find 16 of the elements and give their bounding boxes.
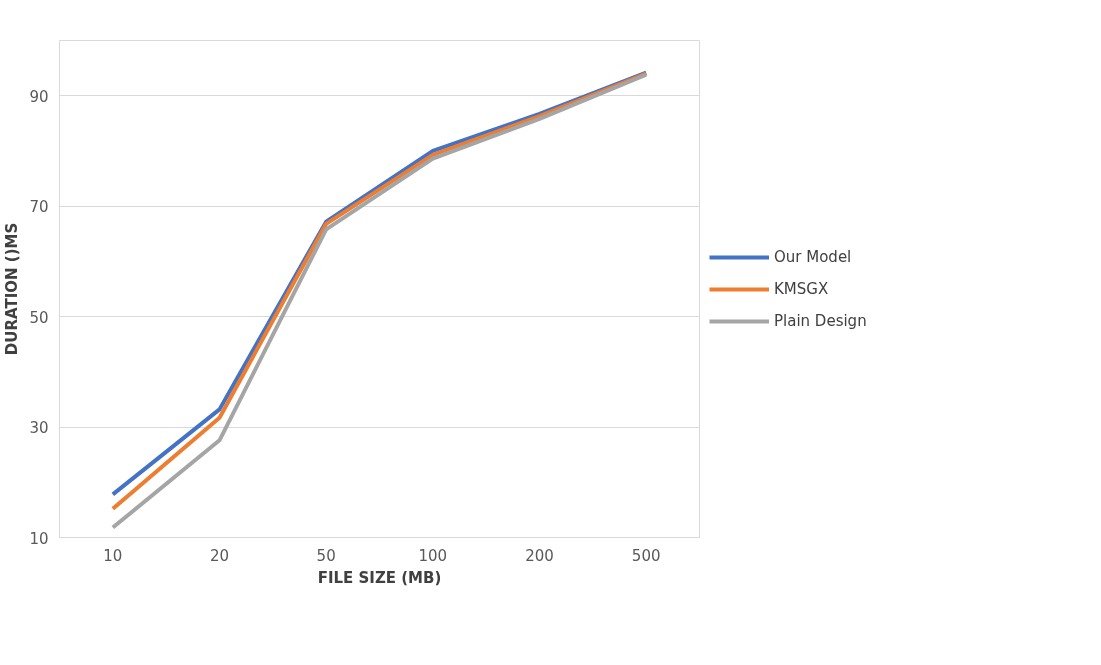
x-tick-label: 20 <box>209 546 230 565</box>
y-tick-label: 70 <box>29 198 49 217</box>
y-tick-label: 10 <box>29 529 49 548</box>
x-axis-title: FILE SIZE (MB) <box>317 568 442 587</box>
x-tick-label: 100 <box>418 546 448 565</box>
x-tick-label: 10 <box>103 546 123 565</box>
y-tick-label: 50 <box>29 308 49 327</box>
legend-label: Plain Design <box>774 311 867 330</box>
x-tick-label: 500 <box>631 546 661 565</box>
x-tick-label: 200 <box>525 546 554 565</box>
y-tick-label: 30 <box>29 419 49 438</box>
x-tick-label: 50 <box>316 546 336 565</box>
y-tick-label: 90 <box>29 87 49 106</box>
legend-label: KMSGX <box>774 279 829 298</box>
y-axis-title: DURATION ()MS <box>3 222 22 356</box>
legend-label: Our Model <box>774 247 852 266</box>
